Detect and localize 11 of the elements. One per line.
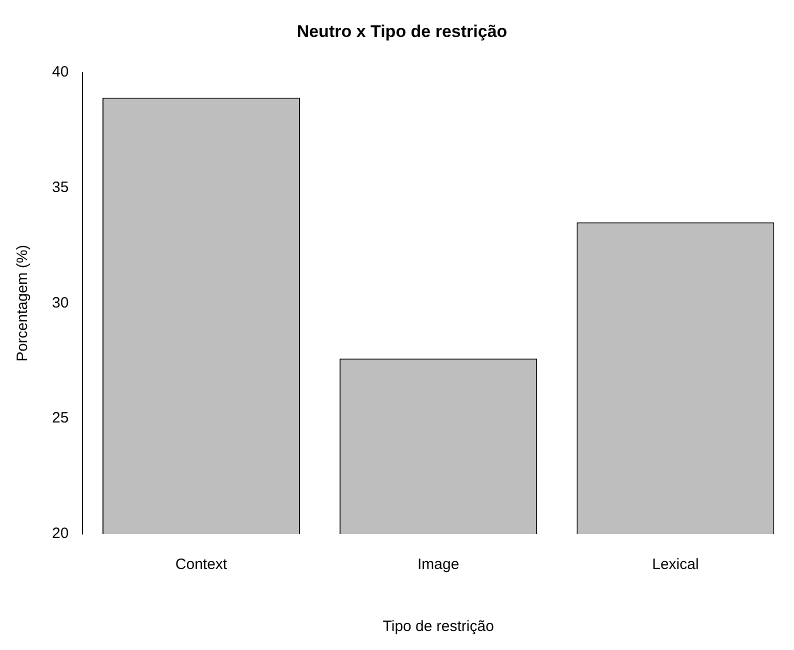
y-tick-label: 35 bbox=[52, 178, 69, 196]
y-tick-label: 20 bbox=[52, 525, 69, 542]
x-tick-label: Context bbox=[175, 556, 228, 574]
x-tick-label: Lexical bbox=[652, 556, 699, 574]
y-axis-title: Porcentagem (%) bbox=[14, 244, 32, 362]
chart-title: Neutro x Tipo de restrição bbox=[296, 22, 508, 41]
y-tick-label: 30 bbox=[52, 294, 69, 312]
x-axis-title: Tipo de restrição bbox=[382, 618, 494, 636]
y-tick-label: 40 bbox=[52, 64, 69, 81]
y-tick-label: 25 bbox=[52, 410, 69, 427]
x-tick-label: Image bbox=[417, 556, 460, 574]
